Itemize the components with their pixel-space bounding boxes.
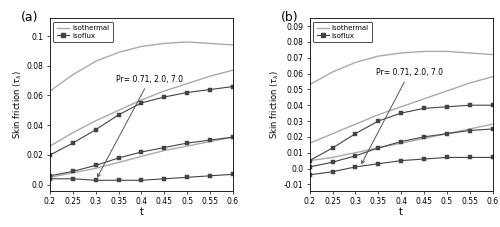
Y-axis label: Skin friction ($\tau_\lambda$): Skin friction ($\tau_\lambda$) [268,70,281,139]
Text: (a): (a) [20,11,38,24]
Legend: Isothermal, Isoflux: Isothermal, Isoflux [54,22,113,42]
X-axis label: t: t [140,207,143,217]
Y-axis label: Skin friction ($\tau_\lambda$): Skin friction ($\tau_\lambda$) [12,70,24,139]
Text: Pr= 0.71, 2.0, 7.0: Pr= 0.71, 2.0, 7.0 [98,75,184,177]
Legend: Isothermal, Isoflux: Isothermal, Isoflux [313,22,372,42]
Text: (b): (b) [280,11,298,24]
X-axis label: t: t [399,207,403,217]
Text: Pr= 0.71, 2.0, 7.0: Pr= 0.71, 2.0, 7.0 [362,68,443,163]
